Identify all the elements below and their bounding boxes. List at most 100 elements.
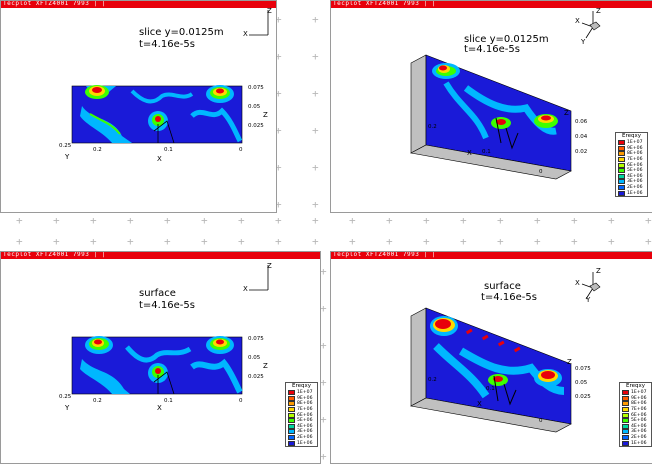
- legend-swatch: [288, 429, 295, 435]
- toolbar-label: Tecplot XFTZ4001 7993 | |: [3, 251, 106, 258]
- plot-title-line1: slice y=0.0125m: [139, 27, 224, 38]
- legend-swatch: [618, 179, 625, 185]
- color-legend: Ereqxy 1E+07 9E+06 8E+06 7E+06 6E+06 5E+06 4E+0…: [285, 382, 318, 447]
- grid-marker: +: [312, 161, 319, 174]
- legend-swatch: [618, 145, 625, 151]
- legend-level-label: 2E+06: [631, 435, 647, 441]
- z-axis-label: Z: [263, 362, 268, 370]
- legend-entry: 9E+06: [616, 145, 647, 152]
- grid-marker: +: [349, 235, 356, 248]
- frame-toolbar[interactable]: Tecplot XFTZ4001 7993 | |: [1, 1, 276, 8]
- legend-swatch: [618, 190, 625, 196]
- grid-marker: +: [608, 214, 615, 227]
- contour-plot-3d: [410, 307, 572, 433]
- plot-title-line1: slice y=0.0125m: [464, 34, 549, 45]
- z-axis-label: Z: [564, 109, 569, 117]
- grid-marker: +: [312, 214, 319, 227]
- frame-toolbar[interactable]: Tecplot XFTZ4001 7993 | |: [331, 252, 652, 259]
- grid-marker: +: [312, 13, 319, 26]
- y-tick: 0.05: [248, 355, 261, 361]
- frame-toolbar[interactable]: Tecplot XFTZ4001 7993 | |: [331, 1, 652, 8]
- triad-y-label: Y: [586, 296, 591, 304]
- legend-level-label: 7E+06: [627, 157, 643, 163]
- legend-level-label: 2E+06: [297, 435, 313, 441]
- grid-marker: +: [571, 235, 578, 248]
- grid-marker: +: [645, 235, 652, 248]
- grid-marker: +: [275, 214, 282, 227]
- z-tick: 0.02: [575, 149, 588, 155]
- plot-title-line2: t=4.16e-5s: [481, 292, 537, 303]
- x-tick: 0: [539, 418, 543, 424]
- z-tick: 0.075: [575, 366, 591, 372]
- triad-z-label: Z: [596, 7, 601, 15]
- plot-frame-bottom-left[interactable]: Tecplot XFTZ4001 7993 | | surface t=4.16…: [0, 251, 321, 464]
- legend-title: Ereqxy: [621, 133, 641, 139]
- triad-x-label: X: [243, 285, 248, 293]
- y-tick: 0.075: [248, 85, 264, 91]
- grid-marker: +: [275, 13, 282, 26]
- grid-marker: +: [275, 235, 282, 248]
- legend-level-label: 1E+06: [631, 440, 647, 446]
- y-tick: 0.05: [248, 104, 261, 110]
- x-tick: 0.1: [164, 147, 173, 153]
- plot-title-line1: surface: [484, 281, 521, 292]
- grid-marker: +: [238, 214, 245, 227]
- legend-level-label: 4E+06: [631, 423, 647, 429]
- grid-marker: +: [201, 214, 208, 227]
- legend-swatch: [622, 423, 629, 429]
- legend-swatch: [288, 423, 295, 429]
- grid-marker: +: [312, 87, 319, 100]
- y-tick: 0.025: [248, 374, 264, 380]
- grid-marker: +: [320, 413, 327, 426]
- legend-level-label: 2E+06: [627, 185, 643, 191]
- legend-level-label: 3E+06: [627, 179, 643, 185]
- plot-frame-bottom-right[interactable]: Tecplot XFTZ4001 7993 | | surface t=4.16…: [330, 251, 652, 464]
- legend-swatch: [288, 418, 295, 424]
- legend-entry: 3E+06: [616, 179, 647, 185]
- legend-entry: 5E+06: [620, 418, 651, 424]
- legend-entry: 5E+06: [616, 168, 647, 174]
- grid-marker: +: [320, 302, 327, 315]
- grid-marker: +: [386, 235, 393, 248]
- plot-frame-top-left[interactable]: Tecplot XFTZ4001 7993 | | slice y=0.0125…: [0, 0, 277, 213]
- legend-level-label: 5E+06: [627, 168, 643, 174]
- legend-swatch: [622, 407, 629, 413]
- plot-frame-top-right[interactable]: Tecplot XFTZ4001 7993 | | slice y=0.0125…: [330, 0, 652, 213]
- axis-triad-3d-icon: [581, 272, 601, 300]
- grid-marker: +: [312, 198, 319, 211]
- x-axis-label: X: [467, 149, 472, 157]
- legend-level-label: 1E+06: [627, 190, 643, 196]
- legend-entry: 4E+06: [620, 423, 651, 430]
- toolbar-label: Tecplot XFTZ4001 7993 | |: [333, 0, 436, 7]
- grid-marker: +: [16, 235, 23, 248]
- grid-marker: +: [275, 161, 282, 174]
- triad-x-label: X: [575, 279, 580, 287]
- grid-marker: +: [534, 214, 541, 227]
- legend-level-label: 5E+06: [631, 418, 647, 424]
- legend-level-label: 6E+06: [297, 412, 313, 418]
- legend-swatch: [622, 435, 629, 441]
- legend-level-label: 1E+07: [631, 390, 647, 396]
- legend-swatch: [288, 395, 295, 401]
- grid-marker: +: [238, 235, 245, 248]
- legend-swatch: [622, 440, 629, 446]
- x-tick: 0: [239, 147, 243, 153]
- legend-level-label: 4E+06: [627, 173, 643, 179]
- frame-toolbar[interactable]: Tecplot XFTZ4001 7993 | |: [1, 252, 320, 259]
- toolbar-label: Tecplot XFTZ4001 7993 | |: [3, 0, 106, 7]
- grid-marker: +: [423, 235, 430, 248]
- y-tick: 0.075: [248, 336, 264, 342]
- grid-marker: +: [127, 235, 134, 248]
- triad-x-label: X: [575, 17, 580, 25]
- grid-marker: +: [164, 214, 171, 227]
- grid-marker: +: [320, 339, 327, 352]
- grid-marker: +: [320, 265, 327, 278]
- grid-marker: +: [608, 235, 615, 248]
- legend-entry: 1E+07: [620, 390, 651, 396]
- legend-entry: 9E+06: [620, 395, 651, 402]
- legend-swatch: [618, 157, 625, 163]
- triad-x-label: X: [243, 30, 248, 38]
- toolbar-label: Tecplot XFTZ4001 7993 | |: [333, 251, 436, 258]
- legend-entry: 4E+06: [616, 173, 647, 180]
- plot-title-line2: t=4.16e-5s: [139, 300, 195, 311]
